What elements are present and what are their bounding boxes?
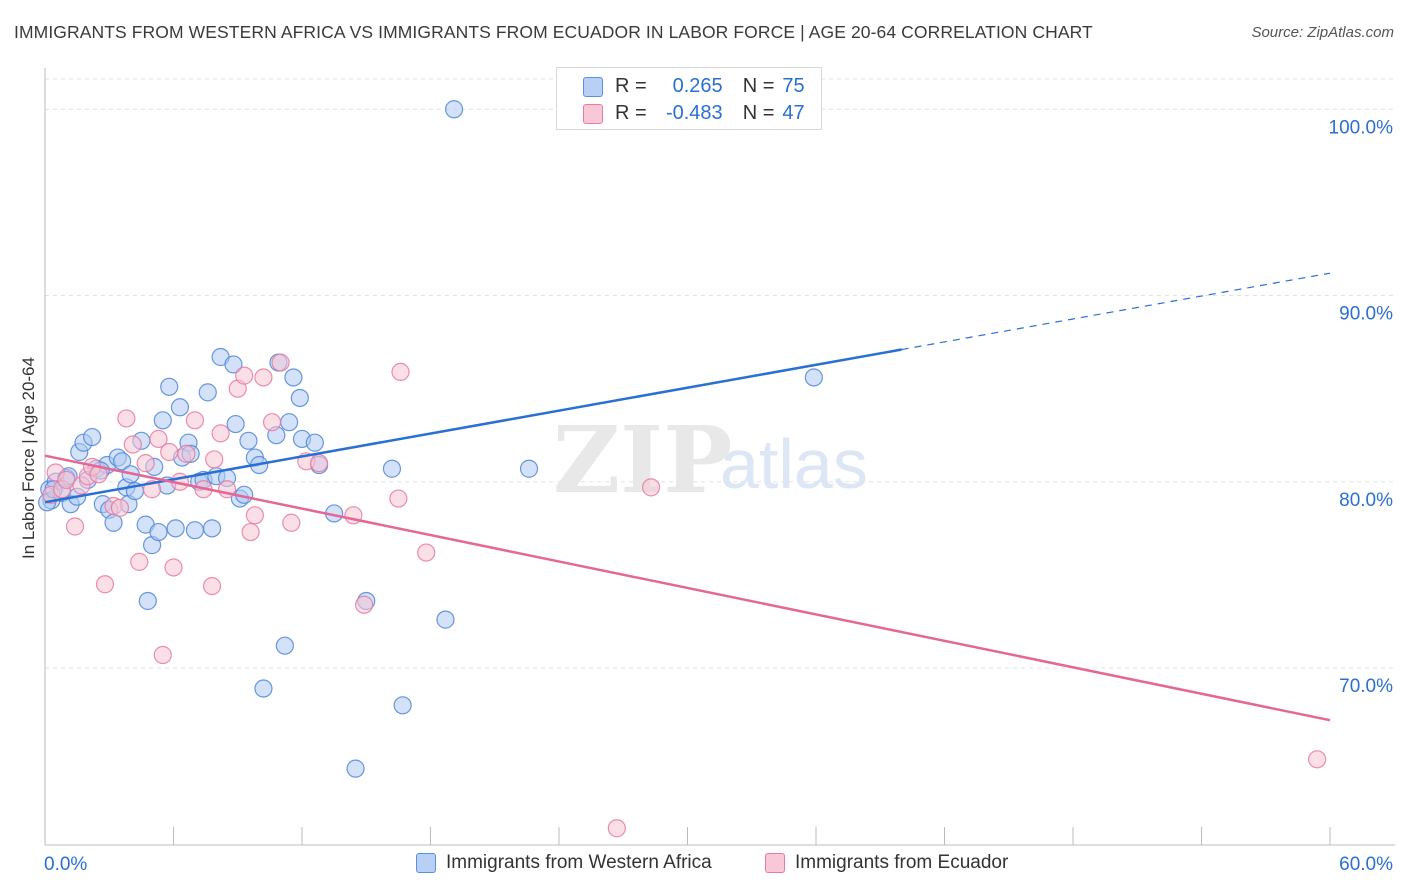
bottom-legend: Immigrants from Western Africa Immigrant… [0,850,1406,880]
legend-label-western-africa: Immigrants from Western Africa [446,852,712,873]
y-tick-label: 80.0% [1339,490,1393,511]
stats-row-western-africa: R = 0.265 N = 75 [583,75,805,98]
point-western-africa [519,459,539,478]
point-ecuador [205,450,224,469]
trend-line-ecuador [44,454,1331,722]
point-ecuador [153,645,172,665]
point-ecuador [245,506,264,525]
stats-r-value: 0.265 [672,75,723,97]
stats-r-value: -0.483 [665,102,723,124]
y-tick-label: 70.0% [1339,676,1393,697]
legend-item-ecuador[interactable]: Immigrants from Ecuador [765,852,1008,874]
legend-swatch-western-africa [416,853,436,873]
point-western-africa [280,413,299,432]
point-western-africa [198,383,217,402]
tick-labels: 70.0% 80.0% 90.0% 100.0% 0.0% 60.0% [44,117,1393,875]
point-ecuador [149,429,168,449]
point-western-africa [224,355,243,374]
point-ecuador [391,362,410,381]
stats-n-value: 75 [782,75,805,97]
stats-swatch-western-africa [583,76,603,97]
legend-swatch-ecuador [765,853,785,873]
chart-title: IMMIGRANTS FROM WESTERN AFRICA VS IMMIGR… [14,22,1093,42]
legend-label-ecuador: Immigrants from Ecuador [795,852,1009,873]
point-ecuador [254,368,273,387]
point-ecuador [417,543,436,562]
x-tick-label: 0.0% [44,854,87,875]
stats-n-value: 47 [782,102,805,124]
point-ecuador [185,411,205,430]
point-ecuador [211,424,230,443]
point-western-africa [393,696,412,715]
point-ecuador [641,478,661,497]
point-western-africa [382,459,402,478]
trend-line-western-africa [44,348,902,504]
stats-swatch-ecuador [583,103,603,124]
point-western-africa [436,610,455,629]
point-ecuador [607,819,626,838]
point-ecuador [164,558,183,577]
point-ecuador [235,366,254,385]
point-western-africa [254,679,273,698]
watermark-zip: ZIP [553,406,732,514]
point-ecuador [110,498,130,517]
point-ecuador [202,576,222,596]
point-ecuador [310,454,329,473]
stats-r-label: R = [615,75,647,97]
watermark: ZIP atlas [553,406,868,514]
point-western-africa [112,452,132,471]
source-label: Source: ZipAtlas.com [1251,24,1394,41]
point-western-africa [226,414,245,434]
point-ecuador [95,575,115,594]
point-western-africa [346,759,365,778]
stats-legend: R = 0.265 N = 75 R = -0.483 N = 47 [556,67,822,130]
point-western-africa [804,368,823,387]
point-western-africa [83,427,102,447]
point-ecuador [241,522,260,542]
point-ecuador [65,517,85,536]
point-western-africa [166,519,185,538]
point-ecuador [355,595,374,614]
stats-row-ecuador: R = -0.483 N = 47 [583,102,805,125]
point-ecuador [1308,750,1327,769]
y-tick-label: 100.0% [1329,117,1394,138]
stats-n-label: N = [742,75,775,97]
point-western-africa [160,377,179,396]
point-ecuador [271,353,290,372]
stats-n-label: N = [742,102,775,124]
trend-lines [44,272,1331,722]
point-western-africa [305,433,324,452]
point-western-africa [170,398,190,417]
point-western-africa [290,388,309,408]
axes [44,68,1395,846]
point-western-africa [149,522,168,542]
point-ecuador [117,409,136,428]
trend-line-extension-western-africa [901,272,1331,351]
point-western-africa [202,519,222,538]
point-western-africa [138,591,157,611]
point-western-africa [284,368,303,387]
point-western-africa [444,100,464,119]
stats-r-label: R = [615,102,647,124]
point-ecuador [389,489,408,508]
point-ecuador [123,435,142,454]
point-ecuador [177,444,196,463]
point-ecuador [282,513,301,532]
watermark-atlas: atlas [720,425,868,503]
point-western-africa [185,521,205,540]
point-western-africa [275,636,294,655]
point-ecuador [160,442,179,462]
point-ecuador [130,552,149,571]
legend-item-western-africa[interactable]: Immigrants from Western Africa [416,852,712,874]
point-ecuador [262,413,282,432]
point-ecuador [136,454,155,473]
point-western-africa [153,411,172,430]
y-axis-label: In Labor Force | Age 20-64 [19,357,38,559]
point-western-africa [239,431,258,450]
x-tick-label: 60.0% [1339,854,1393,875]
y-tick-label: 90.0% [1339,304,1393,325]
